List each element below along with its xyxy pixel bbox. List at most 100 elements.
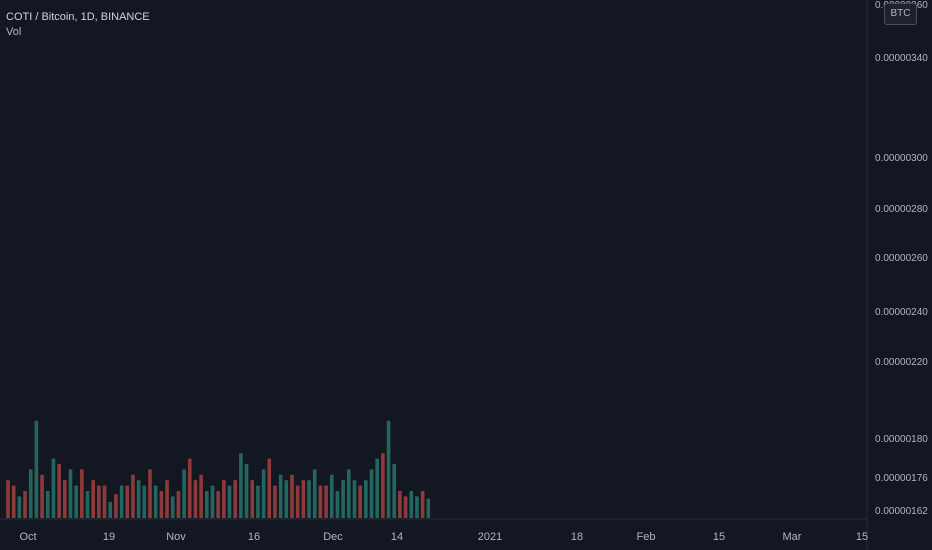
volume-bar [295,485,300,518]
volume-bar [358,485,362,518]
volume-bar [335,491,340,518]
volume-bar [415,496,419,518]
volume-bar [398,491,402,518]
volume-bar [347,469,351,518]
volume-bar [403,496,408,518]
volume-bar [85,491,90,518]
volume-bar [250,480,255,518]
price-tick-label: 0.00000220 [875,357,928,368]
volume-bar [68,469,73,518]
volume-bar [369,469,374,518]
volume-bar [318,485,323,518]
volume-bar [142,485,147,518]
price-tick-label: 0.00000340 [875,53,928,64]
time-tick-label: Dec [323,531,343,543]
time-tick-label: Mar [783,531,802,543]
volume-bar [364,480,368,518]
volume-bar [409,491,414,518]
volume-bar [244,464,249,518]
volume-bar [307,480,311,518]
volume-bar [392,464,397,518]
time-tick-label: 2021 [478,531,502,543]
symbol-title[interactable]: COTI / Bitcoin, 1D, BINANCE [6,11,150,23]
volume-bar [45,491,50,518]
volume-bar [131,474,135,518]
volume-bar [23,491,27,518]
volume-bar [227,485,232,518]
volume-bar [239,453,243,518]
volume-bar [51,458,56,518]
volume-bar [273,485,277,518]
volume-bar [199,474,203,518]
price-tick-label: 0.00000300 [875,153,928,164]
volume-bar [165,480,169,518]
time-tick-label: 14 [391,531,403,543]
volume-bar [153,485,158,518]
volume-bar [329,474,334,518]
volume-bar [102,485,107,518]
volume-bar [176,491,181,518]
volume-bar [267,458,272,518]
volume-bar [159,491,164,518]
volume-bar [97,485,101,518]
volume-bar [114,494,118,518]
time-tick-label: Oct [19,531,36,543]
volume-bar [148,469,152,518]
time-tick-label: 19 [103,531,115,543]
volume-bar [91,480,95,518]
volume-bar [28,469,33,518]
volume-bar [341,480,345,518]
time-tick-label: 15 [713,531,725,543]
volume-bar [375,458,379,518]
time-axis[interactable]: Oct 19 Nov 16 Dec 14 2021 18 Feb 15 Mar 15 [19,531,868,543]
price-tick-label: 0.00000280 [875,204,928,215]
time-tick-label: 15 [856,531,868,543]
volume-bar [136,480,141,518]
volume-bar [381,453,385,518]
volume-bar [352,480,357,518]
volume-bar [74,485,78,518]
volume-bar [290,474,294,518]
currency-badge[interactable]: BTC [884,3,917,25]
price-tick-label: 0.00000176 [875,473,928,484]
volume-bar [80,469,84,518]
volume-bar [210,485,215,518]
volume-bar [216,491,220,518]
volume-label[interactable]: Vol [6,26,22,38]
price-tick-label: 0.00000240 [875,307,928,318]
chart-legend: COTI / Bitcoin, 1D, BINANCE Vol [6,10,150,40]
time-tick-label: 18 [571,531,583,543]
price-tick-label: 0.00000162 [875,506,928,517]
volume-bar [11,485,16,518]
volume-bar [34,420,39,518]
volume-bar [57,464,61,518]
volume-bar [125,485,130,518]
volume-bar [108,501,113,518]
volume-bar [420,491,425,518]
volume-bar [182,469,186,518]
volume-bar [256,485,260,518]
volume-bar [187,458,192,518]
volume-bar [312,469,317,518]
volume-bar [40,474,44,518]
time-tick-label: Feb [637,531,656,543]
price-tick-label: 0.00000260 [875,253,928,264]
volume-bar [426,498,431,518]
volume-bar [222,480,226,518]
volume-bar [170,496,175,518]
volume-bar [301,480,306,518]
volume-bar [17,496,22,518]
volume-bar [278,474,283,518]
time-tick-label: Nov [166,531,186,543]
volume-bar [63,480,67,518]
volume-bar [233,480,237,518]
volume-bar [386,420,391,518]
time-tick-label: 16 [248,531,260,543]
volume-bar [284,480,289,518]
volume-bar [193,480,198,518]
volume-bar [6,480,10,518]
volume-bars [6,420,431,518]
volume-bar [205,491,209,518]
